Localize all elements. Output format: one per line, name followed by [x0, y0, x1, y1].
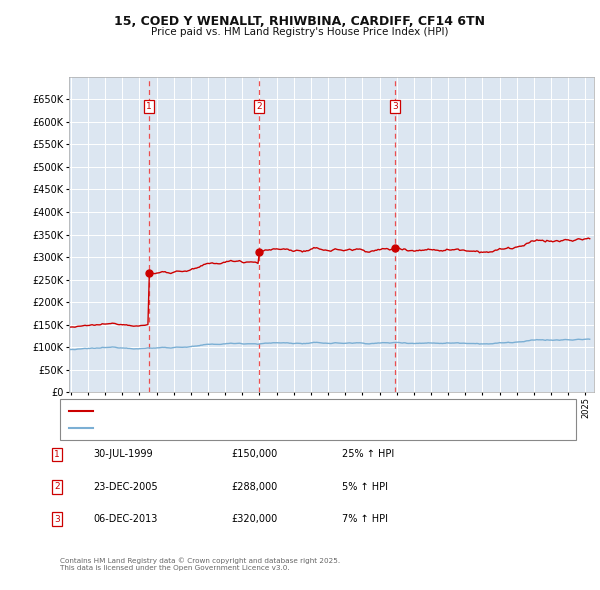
- Text: HPI: Average price, detached house, Cardiff: HPI: Average price, detached house, Card…: [99, 424, 287, 433]
- Text: £320,000: £320,000: [231, 514, 277, 524]
- Text: 15, COED Y WENALLT, RHIWBINA, CARDIFF, CF14 6TN (detached house): 15, COED Y WENALLT, RHIWBINA, CARDIFF, C…: [99, 406, 409, 415]
- Text: 3: 3: [54, 514, 60, 524]
- Text: Price paid vs. HM Land Registry's House Price Index (HPI): Price paid vs. HM Land Registry's House …: [151, 27, 449, 37]
- Text: Contains HM Land Registry data © Crown copyright and database right 2025.
This d: Contains HM Land Registry data © Crown c…: [60, 558, 340, 571]
- Text: 2: 2: [256, 102, 262, 111]
- Text: 15, COED Y WENALLT, RHIWBINA, CARDIFF, CF14 6TN: 15, COED Y WENALLT, RHIWBINA, CARDIFF, C…: [115, 15, 485, 28]
- Text: 3: 3: [392, 102, 398, 111]
- Text: 5% ↑ HPI: 5% ↑ HPI: [342, 482, 388, 491]
- Text: 2: 2: [54, 482, 60, 491]
- Text: 7% ↑ HPI: 7% ↑ HPI: [342, 514, 388, 524]
- Text: £288,000: £288,000: [231, 482, 277, 491]
- Text: 1: 1: [146, 102, 152, 111]
- Text: 1: 1: [54, 450, 60, 459]
- Text: 30-JUL-1999: 30-JUL-1999: [93, 450, 152, 459]
- Text: £150,000: £150,000: [231, 450, 277, 459]
- Text: 06-DEC-2013: 06-DEC-2013: [93, 514, 157, 524]
- Text: 25% ↑ HPI: 25% ↑ HPI: [342, 450, 394, 459]
- Text: 23-DEC-2005: 23-DEC-2005: [93, 482, 158, 491]
